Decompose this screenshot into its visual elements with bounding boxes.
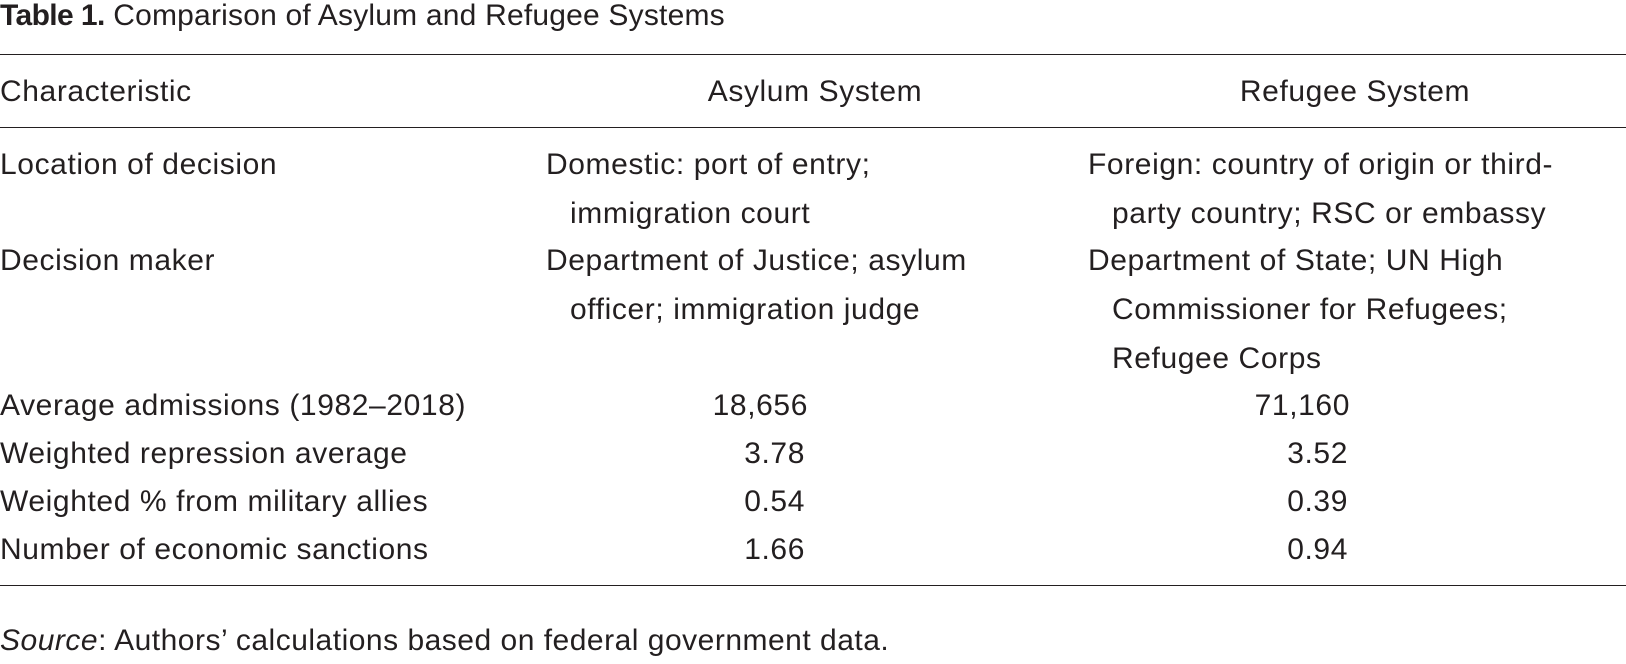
table-caption: Table 1. Comparison of Asylum and Refuge…: [0, 0, 725, 36]
cell-refugee-decision-maker: Department of State; UN High Commissione…: [1088, 244, 1508, 375]
column-header-asylum-system: Asylum System: [707, 75, 923, 108]
cell-asylum-decision-maker: Department of Justice; asylum officer; i…: [546, 244, 967, 326]
cell-asylum-average-admissions: 18,656: [712, 389, 808, 422]
cell-refugee-military-allies: 0.39: [1287, 485, 1348, 518]
row-label-weighted-repression-average: Weighted repression average: [0, 437, 408, 470]
row-label-weighted-military-allies: Weighted % from military allies: [0, 485, 429, 518]
row-label-location-of-decision: Location of decision: [0, 148, 278, 181]
cell-refugee-location: Foreign: country of origin or third-part…: [1088, 148, 1554, 230]
cell-refugee-average-admissions: 71,160: [1254, 389, 1350, 422]
table-source-note: Source: Authors’ calculations based on f…: [0, 621, 889, 661]
cell-asylum-military-allies: 0.54: [744, 485, 805, 518]
row-label-decision-maker: Decision maker: [0, 244, 216, 277]
cell-asylum-location: Domestic: port of entry; immigration cou…: [546, 148, 871, 230]
table-caption-label: Table 1.: [0, 0, 105, 32]
cell-asylum-weighted-repression: 3.78: [744, 437, 805, 470]
column-header-refugee-system: Refugee System: [1239, 75, 1471, 108]
cell-asylum-economic-sanctions: 1.66: [744, 533, 805, 566]
table-bottom-rule: [0, 585, 1626, 586]
source-text: : Authors’ calculations based on federal…: [98, 624, 890, 657]
row-label-economic-sanctions: Number of economic sanctions: [0, 533, 429, 566]
table-header-rule: [0, 127, 1626, 128]
cell-refugee-weighted-repression: 3.52: [1287, 437, 1348, 470]
column-header-characteristic: Characteristic: [0, 75, 192, 108]
row-label-average-admissions: Average admissions (1982–2018): [0, 389, 467, 422]
table-caption-title: Comparison of Asylum and Refugee Systems: [113, 0, 725, 32]
cell-refugee-economic-sanctions: 0.94: [1287, 533, 1348, 566]
source-label: Source: [0, 624, 99, 657]
table-top-rule: [0, 54, 1626, 55]
